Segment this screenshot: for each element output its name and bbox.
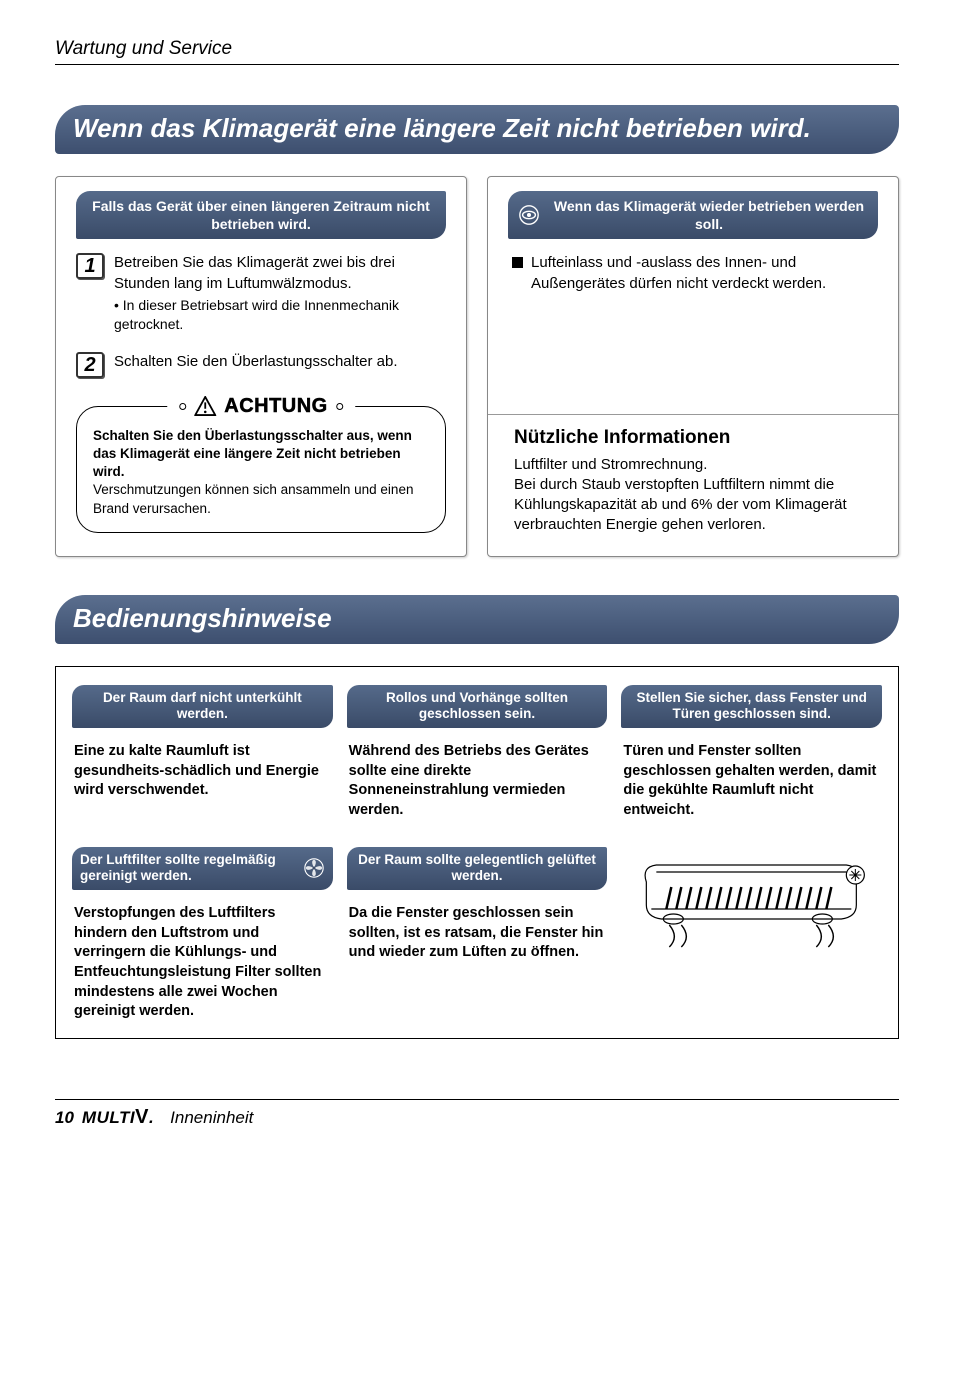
achtung-label: ACHTUNG xyxy=(167,393,355,420)
grid-r2c2-banner: Der Raum sollte gelegentlich gelüftet we… xyxy=(347,847,608,891)
step-2: 2 Schalten Sie den Überlastungsschalter … xyxy=(70,352,452,378)
step-1: 1 Betreiben Sie das Klimagerät zwei bis … xyxy=(70,253,452,333)
footer-logo-text: MULTI xyxy=(82,1108,135,1127)
achtung-bold-text: Schalten Sie den Überlastungsschalter au… xyxy=(93,427,429,482)
achtung-box: ACHTUNG Schalten Sie den Überlastungssch… xyxy=(76,406,446,533)
hints-grid: Der Raum darf nicht unterkühlt werden. E… xyxy=(55,666,899,1039)
footer-subtitle: Inneninheit xyxy=(170,1108,253,1128)
grid-r2c1-banner: Der Luftfilter sollte regelmäßig gereini… xyxy=(72,847,333,891)
header-divider xyxy=(55,64,899,65)
right-mini-banner-text: Wenn das Klimagerät wieder betrieben wer… xyxy=(550,197,868,233)
grid-r2c1: Der Luftfilter sollte regelmäßig gereini… xyxy=(72,847,333,1022)
footer-logo: MULTIV. xyxy=(82,1106,154,1129)
achtung-word: ACHTUNG xyxy=(224,393,328,420)
grid-r1c3: Stellen Sie sicher, dass Fenster und Tür… xyxy=(621,685,882,821)
section-banner-2: Bedienungshinweise xyxy=(55,595,899,644)
info-block: Nützliche Informationen Luftfilter und S… xyxy=(502,415,884,540)
grid-r1c2-text: Während des Betriebs des Gerätes sollte … xyxy=(347,742,608,820)
step-1-sub: • In dieser Betriebsart wird die Innenme… xyxy=(114,296,446,334)
grid-r2c2: Der Raum sollte gelegentlich gelüftet we… xyxy=(347,847,608,1022)
page-section-header: Wartung und Service xyxy=(55,38,899,60)
grid-r1c2-banner: Rollos und Vorhänge sollten geschlossen … xyxy=(347,685,608,729)
square-bullet-icon xyxy=(512,257,523,268)
ac-unit-illustration xyxy=(621,847,882,957)
right-panel: Wenn das Klimagerät wieder betrieben wer… xyxy=(487,176,899,557)
step-2-text: Schalten Sie den Überlastungsschalter ab… xyxy=(114,352,398,378)
info-body: Luftfilter und Stromrechnung. Bei durch … xyxy=(514,455,872,536)
grid-r1c2: Rollos und Vorhänge sollten geschlossen … xyxy=(347,685,608,821)
grid-r2c1-text: Verstopfungen des Luftfilters hindern de… xyxy=(72,904,333,1021)
achtung-dot-right xyxy=(336,403,343,410)
grid-r1c1: Der Raum darf nicht unterkühlt werden. E… xyxy=(72,685,333,821)
grid-r1c3-text: Türen und Fenster sollten geschlossen ge… xyxy=(621,742,882,820)
grid-r2c2-text: Da die Fenster geschlossen sein sollten,… xyxy=(347,904,608,963)
footer-logo-v: V xyxy=(135,1106,149,1128)
page-footer: 10 MULTIV. Inneninheit xyxy=(55,1099,899,1129)
right-mini-banner: Wenn das Klimagerät wieder betrieben wer… xyxy=(508,191,878,239)
step-1-main: Betreiben Sie das Klimagerät zwei bis dr… xyxy=(114,254,395,291)
footer-logo-dot: . xyxy=(149,1108,154,1127)
right-bullet-row: Lufteinlass und -auslass des Innen- und … xyxy=(502,253,884,294)
info-title: Nützliche Informationen xyxy=(514,425,872,451)
grid-r1c3-banner: Stellen Sie sicher, dass Fenster und Tür… xyxy=(621,685,882,729)
footer-page-number: 10 xyxy=(55,1108,74,1128)
fan-icon xyxy=(303,857,325,879)
eye-icon xyxy=(518,204,540,226)
step-1-number: 1 xyxy=(76,253,104,279)
grid-r1c1-text: Eine zu kalte Raumluft ist gesundheits-s… xyxy=(72,742,333,801)
left-mini-banner: Falls das Gerät über einen längeren Zeit… xyxy=(76,191,446,239)
right-bullet-text: Lufteinlass und -auslass des Innen- und … xyxy=(531,253,874,294)
grid-r1c1-banner: Der Raum darf nicht unterkühlt werden. xyxy=(72,685,333,729)
step-1-text: Betreiben Sie das Klimagerät zwei bis dr… xyxy=(114,253,446,333)
achtung-dot-left xyxy=(179,403,186,410)
achtung-rest-text: Verschmutzungen können sich ansammeln un… xyxy=(93,481,429,517)
warning-triangle-icon xyxy=(194,396,216,416)
grid-r2c3 xyxy=(621,847,882,1022)
grid-r2c1-banner-text: Der Luftfilter sollte regelmäßig gereini… xyxy=(80,852,295,886)
step-2-number: 2 xyxy=(76,352,104,378)
left-panel: Falls das Gerät über einen längeren Zeit… xyxy=(55,176,467,557)
section-banner-1: Wenn das Klimagerät eine längere Zeit ni… xyxy=(55,105,899,154)
